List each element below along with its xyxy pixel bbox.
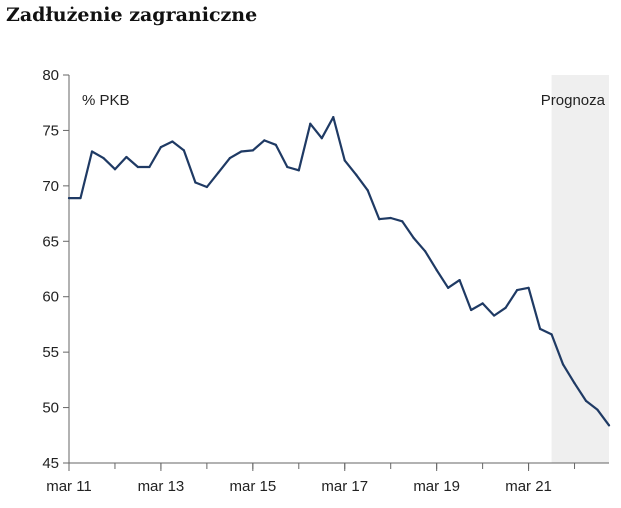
data-point — [470, 308, 473, 312]
data-point — [527, 286, 530, 289]
y-tick-label: 70 — [42, 178, 59, 195]
y-axis-unit-label: % PKB — [82, 92, 130, 109]
data-point — [309, 122, 312, 125]
x-tick-label: mar 21 — [505, 478, 552, 495]
data-point — [401, 220, 404, 223]
data-point — [596, 408, 599, 411]
y-axis: 45 50 55 60 65 70 75 80 — [42, 67, 70, 472]
data-point — [481, 302, 484, 305]
data-point — [424, 250, 427, 253]
data-point — [240, 150, 243, 153]
data-point — [561, 363, 565, 366]
x-tick-label: mar 13 — [138, 478, 185, 495]
data-point — [205, 185, 208, 189]
data-point — [194, 181, 197, 184]
data-point — [228, 157, 231, 160]
data-point — [355, 173, 358, 176]
chart-title: Zadłużenie zagraniczne — [6, 4, 258, 26]
y-tick-label: 65 — [42, 233, 59, 250]
data-point — [515, 288, 519, 292]
data-point — [217, 171, 220, 174]
x-axis: mar 11 mar 13 mar 15 mar 17 mar 19 mar 21 — [46, 462, 609, 495]
data-point — [79, 196, 82, 200]
data-point — [332, 116, 335, 119]
data-point — [67, 196, 71, 200]
series-group — [67, 115, 611, 427]
data-point — [251, 149, 254, 152]
data-point — [389, 216, 392, 220]
data-point — [435, 269, 438, 272]
x-tick-label: mar 19 — [413, 478, 460, 495]
data-point — [378, 218, 381, 221]
y-tick-label: 50 — [42, 400, 59, 417]
data-point — [320, 137, 323, 140]
data-point — [297, 169, 300, 172]
series-line — [67, 115, 611, 427]
data-point — [125, 155, 128, 159]
data-point — [159, 145, 163, 149]
data-point — [274, 143, 277, 146]
data-point — [493, 314, 496, 317]
data-point — [504, 306, 507, 309]
forecast-shade — [551, 75, 609, 463]
data-point — [607, 424, 611, 427]
data-point — [458, 278, 461, 282]
data-point — [148, 165, 151, 169]
y-tick-label: 75 — [42, 122, 59, 139]
data-point — [263, 139, 266, 142]
y-tick-label: 80 — [42, 67, 59, 84]
y-tick-label: 55 — [42, 344, 59, 361]
data-point — [171, 140, 174, 143]
x-tick-label: mar 15 — [229, 478, 276, 495]
data-point — [550, 333, 553, 336]
data-point — [286, 165, 289, 169]
data-point — [182, 149, 185, 152]
y-tick-label: 45 — [42, 455, 59, 472]
data-point — [447, 286, 450, 289]
x-tick-label: mar 17 — [321, 478, 368, 495]
data-point — [113, 168, 117, 171]
data-point — [90, 150, 94, 153]
forecast-label: Prognoza — [541, 92, 606, 109]
data-point — [343, 159, 346, 162]
data-point — [102, 157, 105, 160]
data-point — [538, 327, 542, 330]
data-point — [136, 165, 140, 169]
y-tick-label: 60 — [42, 289, 59, 306]
data-point — [584, 399, 588, 403]
x-tick-label: mar 11 — [46, 478, 92, 495]
data-point — [366, 189, 369, 192]
data-point — [412, 236, 415, 240]
data-point — [573, 382, 576, 385]
